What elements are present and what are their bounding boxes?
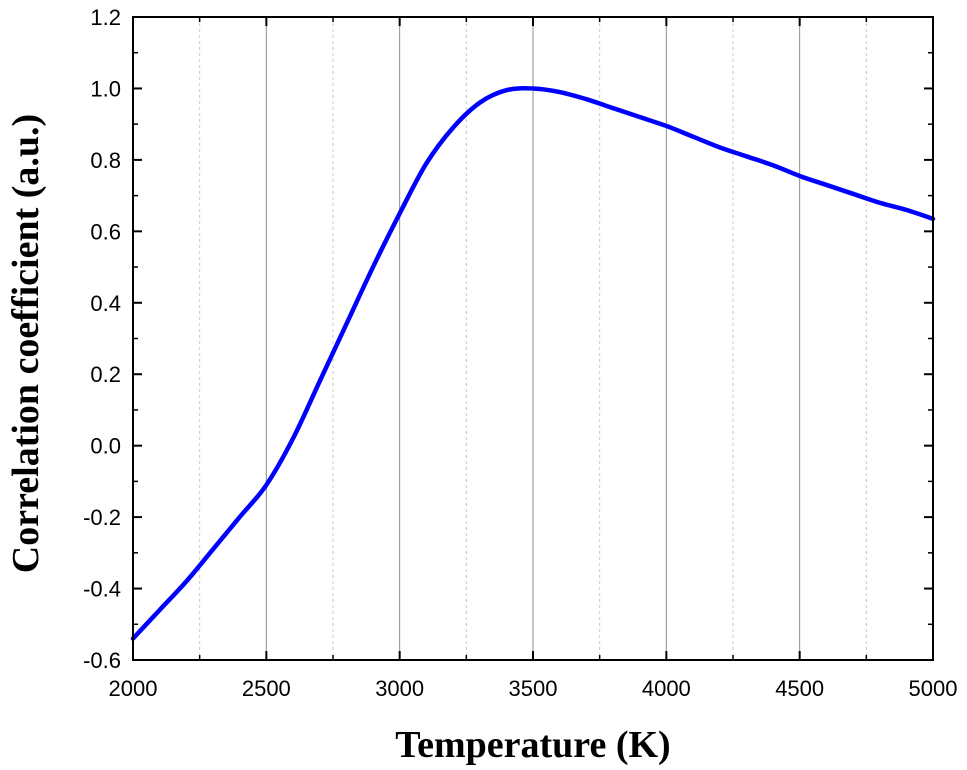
- axis-ticks: [132, 16, 934, 661]
- series-line: [130, 86, 936, 641]
- y-tick-label: 1.0: [90, 76, 121, 101]
- x-axis-title: Temperature (K): [395, 724, 670, 766]
- y-tick-label: 0.4: [90, 291, 121, 316]
- y-tick-label: 0.6: [90, 219, 121, 244]
- series-group: [130, 86, 936, 641]
- y-tick-label: -0.6: [83, 648, 121, 673]
- x-tick-label: 3000: [375, 676, 424, 701]
- grid-lines: [199, 17, 867, 660]
- y-tick-label: 0.8: [90, 148, 121, 173]
- x-tick-labels: 2000 2500 3000 3500 4000 4500 5000: [109, 676, 958, 701]
- y-tick-label: -0.4: [83, 577, 121, 602]
- y-axis-title: Correlation coefficient (a.u.): [5, 114, 47, 573]
- x-tick-label: 4500: [775, 676, 824, 701]
- y-tick-label: 0.0: [90, 434, 121, 459]
- x-tick-label: 2000: [109, 676, 158, 701]
- x-tick-label: 2500: [242, 676, 291, 701]
- y-tick-label: 1.2: [90, 5, 121, 30]
- y-tick-labels: -0.6 -0.4 -0.2 0.0 0.2 0.4 0.6 0.8 1.0 1.2: [83, 5, 121, 673]
- y-tick-label: -0.2: [83, 505, 121, 530]
- x-tick-label: 4000: [642, 676, 691, 701]
- y-tick-label: 0.2: [90, 362, 121, 387]
- x-tick-label: 5000: [909, 676, 958, 701]
- x-tick-label: 3500: [509, 676, 558, 701]
